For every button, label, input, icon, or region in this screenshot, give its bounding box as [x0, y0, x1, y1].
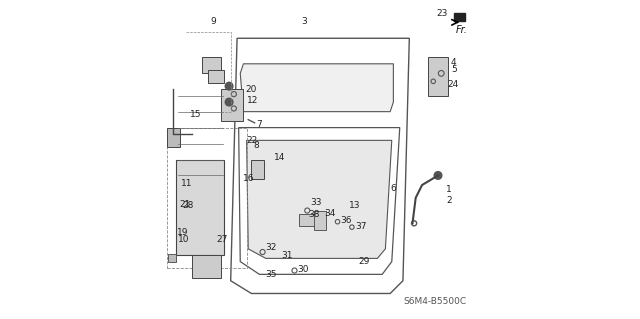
Text: 29: 29	[358, 257, 370, 266]
Polygon shape	[454, 13, 465, 21]
Text: 1: 1	[446, 185, 452, 194]
Text: 12: 12	[246, 96, 258, 105]
Text: 11: 11	[181, 179, 193, 188]
Polygon shape	[240, 64, 394, 112]
Bar	[167, 128, 180, 147]
Text: 9: 9	[210, 17, 216, 26]
Text: 36: 36	[340, 216, 352, 225]
Text: 13: 13	[349, 201, 360, 210]
Bar	[167, 128, 246, 268]
Bar	[314, 211, 326, 230]
Bar	[168, 254, 177, 262]
Bar	[209, 70, 224, 83]
Circle shape	[225, 82, 233, 90]
Text: 31: 31	[282, 251, 293, 260]
Text: 14: 14	[274, 153, 285, 162]
Text: 3: 3	[301, 17, 307, 26]
Bar	[252, 160, 264, 179]
Text: 19: 19	[177, 228, 189, 237]
Text: 22: 22	[246, 136, 258, 145]
Text: 30: 30	[298, 265, 309, 274]
Text: 34: 34	[324, 209, 335, 218]
Bar	[193, 255, 221, 278]
Text: 8: 8	[253, 141, 259, 150]
Text: 32: 32	[266, 243, 277, 252]
Text: 10: 10	[178, 235, 189, 244]
Text: Fr.: Fr.	[456, 25, 467, 35]
Text: 38: 38	[308, 210, 319, 219]
Text: 24: 24	[447, 80, 459, 89]
Circle shape	[434, 172, 442, 179]
Text: 23: 23	[436, 9, 448, 18]
Bar	[221, 89, 243, 121]
Text: 37: 37	[355, 222, 367, 231]
Text: 4: 4	[451, 58, 456, 67]
Bar	[202, 57, 221, 73]
Text: 7: 7	[256, 120, 262, 129]
Text: 35: 35	[266, 270, 277, 279]
Text: 5: 5	[451, 65, 456, 74]
Text: 6: 6	[390, 184, 396, 193]
Text: 2: 2	[446, 197, 452, 205]
Text: 21: 21	[180, 200, 191, 209]
Text: 16: 16	[243, 174, 254, 183]
Bar	[300, 214, 319, 226]
Text: 27: 27	[216, 235, 228, 244]
Text: S6M4-B5500C: S6M4-B5500C	[404, 297, 467, 306]
Bar	[428, 57, 447, 96]
Text: 15: 15	[190, 110, 202, 119]
Text: 33: 33	[310, 198, 322, 207]
Polygon shape	[246, 140, 392, 258]
Circle shape	[225, 98, 233, 106]
Bar	[177, 160, 224, 255]
Text: 20: 20	[245, 85, 257, 94]
Text: 28: 28	[183, 201, 194, 210]
